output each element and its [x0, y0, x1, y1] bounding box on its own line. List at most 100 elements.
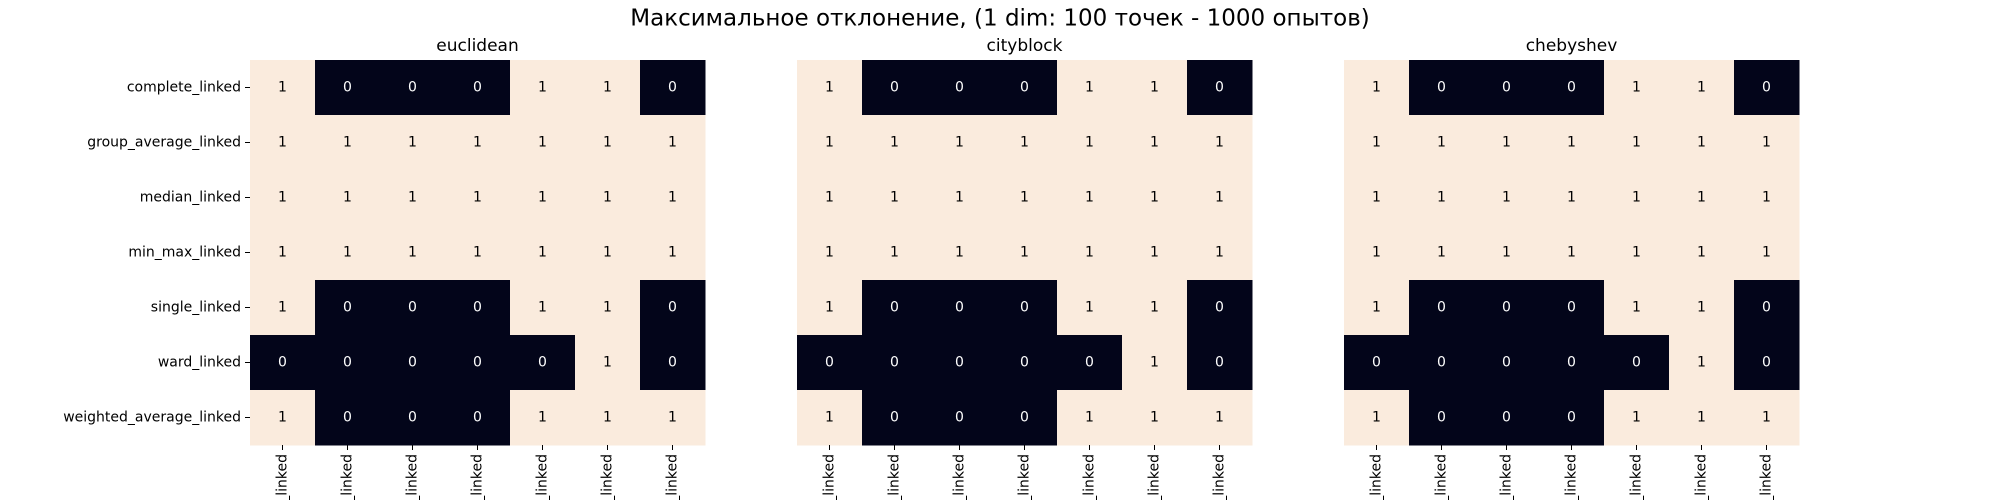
cell-label: 0 — [890, 410, 899, 426]
cell-label: 0 — [1762, 300, 1771, 316]
cell-label: 0 — [1437, 80, 1446, 96]
heatmap-cell — [315, 225, 381, 281]
cell-label: 0 — [473, 300, 482, 316]
cell-label: 0 — [1567, 80, 1576, 96]
heatmap-cell — [862, 60, 928, 116]
heatmap-cell — [510, 280, 576, 336]
heatmap-cell — [1604, 170, 1670, 226]
cell-label: 1 — [1437, 190, 1446, 206]
x-tick-label: single_linked — [535, 454, 551, 500]
cell-label: 1 — [1502, 190, 1511, 206]
cell-label: 1 — [473, 135, 482, 151]
cell-label: 0 — [1020, 80, 1029, 96]
heatmap-cell — [1539, 115, 1605, 171]
cell-label: 1 — [1020, 190, 1029, 206]
heatmap-cell — [1734, 390, 1800, 446]
heatmap-cell — [575, 390, 641, 446]
cell-label: 1 — [1697, 80, 1706, 96]
cell-label: 1 — [1150, 190, 1159, 206]
heatmap-cell — [927, 280, 993, 336]
heatmap-cell — [380, 280, 446, 336]
heatmap-cell — [1057, 60, 1123, 116]
cell-label: 1 — [603, 190, 612, 206]
cell-label: 0 — [408, 410, 417, 426]
cell-label: 0 — [1372, 355, 1381, 371]
cell-label: 1 — [603, 300, 612, 316]
heatmap-cell — [992, 60, 1058, 116]
heatmap-cell — [640, 170, 706, 226]
cell-label: 1 — [343, 135, 352, 151]
cell-label: 1 — [1632, 190, 1641, 206]
cell-label: 0 — [1215, 300, 1224, 316]
heatmap-cell — [380, 170, 446, 226]
heatmap-cell — [1057, 280, 1123, 336]
cell-label: 0 — [1502, 300, 1511, 316]
x-tick-label: ward_linked — [1694, 454, 1710, 500]
heatmap-cell — [1604, 115, 1670, 171]
heatmap-cell — [445, 115, 511, 171]
cell-label: 1 — [1567, 135, 1576, 151]
cell-label: 1 — [1567, 190, 1576, 206]
y-tick-label: single_linked — [151, 300, 241, 316]
heatmap-cell — [380, 225, 446, 281]
heatmap-cell — [1344, 225, 1410, 281]
heatmap-cell — [1539, 170, 1605, 226]
heatmap-cell — [862, 225, 928, 281]
heatmap-cell — [575, 335, 641, 391]
heatmap-cell — [992, 335, 1058, 391]
heatmap-cell — [1669, 390, 1735, 446]
heatmap-cell — [1122, 225, 1188, 281]
heatmap-cell — [1122, 60, 1188, 116]
x-tick-label: median_linked — [1499, 454, 1515, 500]
heatmap-cell — [797, 280, 863, 336]
heatmap-cell — [1057, 335, 1123, 391]
heatmap-cell — [1409, 390, 1475, 446]
heatmap-cell — [1122, 335, 1188, 391]
heatmap-cell — [510, 170, 576, 226]
cell-label: 0 — [1567, 355, 1576, 371]
cell-label: 0 — [278, 355, 287, 371]
cell-label: 0 — [1085, 355, 1094, 371]
x-tick-label: min_max_linked — [1564, 454, 1580, 500]
cell-label: 1 — [1150, 355, 1159, 371]
heatmap-cell — [927, 390, 993, 446]
heatmap-cell — [992, 280, 1058, 336]
cell-label: 1 — [1215, 410, 1224, 426]
cell-label: 1 — [1150, 300, 1159, 316]
cell-label: 1 — [1632, 80, 1641, 96]
heatmap-cell — [862, 390, 928, 446]
cell-label: 0 — [1632, 355, 1641, 371]
cell-label: 1 — [1150, 245, 1159, 261]
heatmap-cell — [1669, 115, 1735, 171]
heatmap-cell — [1734, 170, 1800, 226]
cell-label: 1 — [825, 410, 834, 426]
x-tick-label: median_linked — [952, 454, 968, 500]
heatmap-cell — [510, 335, 576, 391]
heatmap-cell — [797, 115, 863, 171]
cell-label: 1 — [1085, 190, 1094, 206]
cell-label: 1 — [278, 80, 287, 96]
cell-label: 1 — [1372, 410, 1381, 426]
heatmap-cell — [380, 115, 446, 171]
cell-label: 0 — [343, 80, 352, 96]
cell-label: 1 — [538, 410, 547, 426]
cell-label: 1 — [408, 190, 417, 206]
heatmap-cell — [1344, 115, 1410, 171]
cell-label: 1 — [1697, 190, 1706, 206]
cell-label: 1 — [538, 80, 547, 96]
cell-label: 1 — [278, 135, 287, 151]
subplot-title: euclidean — [436, 36, 518, 56]
heatmap-cell — [862, 170, 928, 226]
cell-label: 0 — [1020, 300, 1029, 316]
heatmap-cell — [640, 60, 706, 116]
cell-label: 1 — [1697, 300, 1706, 316]
cell-label: 1 — [1085, 245, 1094, 261]
heatmap-cell — [640, 225, 706, 281]
x-tick-label: single_linked — [1629, 454, 1645, 500]
cell-label: 1 — [278, 190, 287, 206]
heatmap-cell — [1604, 335, 1670, 391]
cell-label: 1 — [1632, 410, 1641, 426]
cell-label: 0 — [1567, 300, 1576, 316]
heatmap-cell — [1539, 390, 1605, 446]
heatmap-cell — [1604, 390, 1670, 446]
